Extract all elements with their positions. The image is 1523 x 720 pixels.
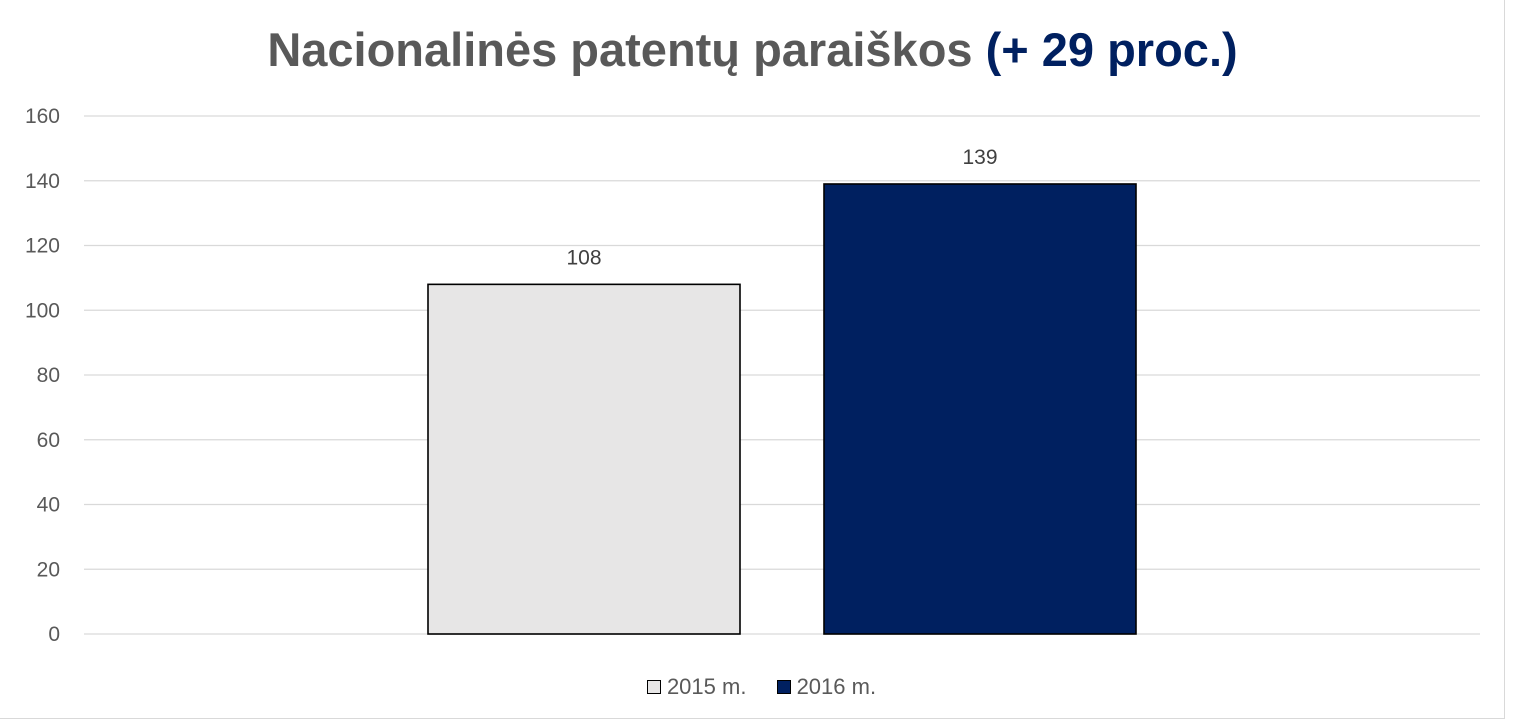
- legend-label-2016: 2016 m.: [796, 674, 877, 699]
- data-label-2016-m: 139: [962, 146, 997, 169]
- legend-swatch-2015: [646, 680, 661, 694]
- chart-title-accent: (+ 29 proc.): [985, 23, 1238, 76]
- legend-item-2016: 2016 m.: [776, 674, 877, 700]
- y-tick-label-120: 120: [25, 235, 60, 258]
- legend-label-2015: 2015 m.: [666, 674, 747, 699]
- chart-title-main: Nacionalinės patentų paraiškos: [267, 23, 973, 76]
- y-tick-label-100: 100: [25, 299, 60, 322]
- y-tick-label-20: 20: [37, 558, 60, 581]
- y-tick-label-60: 60: [37, 429, 60, 452]
- chart-title: Nacionalinės patentų paraiškos (+ 29 pro…: [0, 22, 1505, 77]
- y-tick-label-80: 80: [37, 364, 60, 387]
- y-tick-label-140: 140: [25, 170, 60, 193]
- legend: 2015 m. 2016 m.: [0, 674, 1523, 700]
- y-tick-label-0: 0: [48, 623, 60, 646]
- data-label-2015-m: 108: [566, 246, 601, 269]
- y-tick-label-40: 40: [37, 494, 60, 517]
- bar-2016-m: [823, 183, 1137, 635]
- bar-2015-m: [427, 283, 741, 635]
- y-tick-label-160: 160: [25, 105, 60, 128]
- legend-item-2015: 2015 m.: [646, 674, 747, 700]
- legend-swatch-2016: [776, 680, 791, 694]
